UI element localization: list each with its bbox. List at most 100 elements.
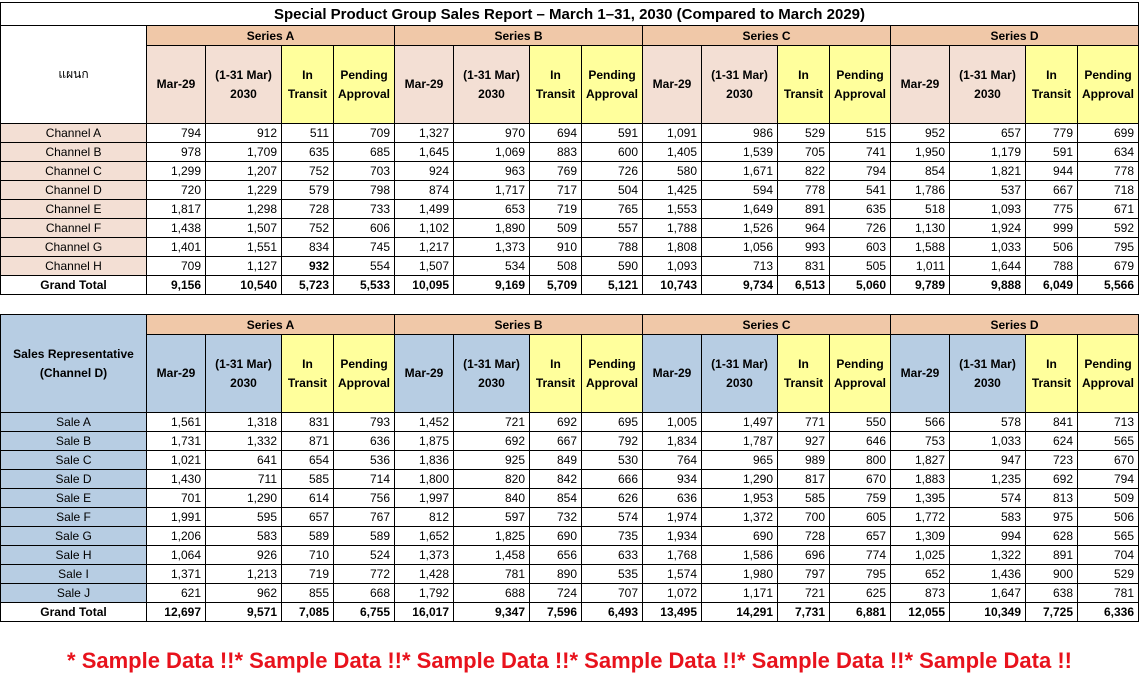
grand-total-cell: 9,169 xyxy=(453,275,530,295)
table-cell: 765 xyxy=(581,199,643,219)
table-cell: 1,574 xyxy=(642,564,702,584)
table-cell: 690 xyxy=(529,526,582,546)
table-cell: 855 xyxy=(281,583,334,603)
table-cell: 1,808 xyxy=(642,237,702,257)
table-cell: 1,056 xyxy=(701,237,778,257)
table-cell: 1,875 xyxy=(394,431,454,451)
table-cell: 589 xyxy=(281,526,334,546)
table-cell: 595 xyxy=(205,507,282,527)
table-cell: 536 xyxy=(333,450,395,470)
table-cell: 1,586 xyxy=(701,545,778,565)
table-cell: 1,539 xyxy=(701,142,778,162)
column-header: (1-31 Mar) 2030 xyxy=(205,334,282,413)
table-cell: 1,551 xyxy=(205,237,282,257)
table-cell: 781 xyxy=(453,564,530,584)
table-cell: 1,290 xyxy=(701,469,778,489)
table-cell: 753 xyxy=(890,431,950,451)
row-label: Sale E xyxy=(0,488,147,508)
table-cell: 636 xyxy=(333,431,395,451)
grand-total-cell: 12,055 xyxy=(890,602,950,622)
table-cell: 1,290 xyxy=(205,488,282,508)
grand-total-cell: 6,881 xyxy=(829,602,891,622)
grand-total-cell: 5,723 xyxy=(281,275,334,295)
table-cell: 1,373 xyxy=(453,237,530,257)
row-label: Sale J xyxy=(0,583,147,603)
table-cell: 1,401 xyxy=(146,237,206,257)
channel-sales-table: Special Product Group Sales Report – Mar… xyxy=(0,2,1139,295)
table-cell: 699 xyxy=(1077,123,1139,143)
table-cell: 717 xyxy=(529,180,582,200)
table-cell: 557 xyxy=(581,218,643,238)
series-header: Series C xyxy=(642,25,891,46)
table-cell: 509 xyxy=(1077,488,1139,508)
table-cell: 654 xyxy=(281,450,334,470)
table-cell: 1,299 xyxy=(146,161,206,181)
department-header: แผนก xyxy=(0,25,147,124)
table-cell: 970 xyxy=(453,123,530,143)
table-cell: 1,786 xyxy=(890,180,950,200)
table-cell: 597 xyxy=(453,507,530,527)
table-cell: 579 xyxy=(281,180,334,200)
table-cell: 1,499 xyxy=(394,199,454,219)
table-cell: 657 xyxy=(281,507,334,527)
table-cell: 709 xyxy=(146,256,206,276)
grand-total-row: Grand Total 12,697 9,571 7,085 6,755 16,017 9,… xyxy=(0,602,1139,622)
table-cell: 701 xyxy=(146,488,206,508)
table-cell: 590 xyxy=(581,256,643,276)
grand-total-cell: 9,734 xyxy=(701,275,778,295)
table-cell: 1,093 xyxy=(949,199,1026,219)
column-header: In Transit xyxy=(529,45,582,124)
table-cell: 713 xyxy=(701,256,778,276)
table-cell: 694 xyxy=(529,123,582,143)
column-header: Mar-29 xyxy=(890,45,950,124)
table-cell: 726 xyxy=(581,161,643,181)
row-label: Sale H xyxy=(0,545,147,565)
column-header: Pending Approval xyxy=(581,45,643,124)
table-cell: 1,953 xyxy=(701,488,778,508)
table-cell: 529 xyxy=(1077,564,1139,584)
table-cell: 1,768 xyxy=(642,545,702,565)
row-label: Sale C xyxy=(0,450,147,470)
grand-total-cell: 5,060 xyxy=(829,275,891,295)
grand-total-cell: 7,085 xyxy=(281,602,334,622)
table-cell: 925 xyxy=(453,450,530,470)
table-cell: 685 xyxy=(333,142,395,162)
table-cell: 1,772 xyxy=(890,507,950,527)
table-cell: 1,318 xyxy=(205,412,282,432)
row-label: Sale F xyxy=(0,507,147,527)
table-cell: 900 xyxy=(1025,564,1078,584)
series-header: Series D xyxy=(890,314,1139,335)
row-label: Channel G xyxy=(0,237,147,257)
table-cell: 692 xyxy=(1025,469,1078,489)
table-cell: 927 xyxy=(777,431,830,451)
table-cell: 975 xyxy=(1025,507,1078,527)
column-header: Mar-29 xyxy=(146,45,206,124)
table-cell: 1,717 xyxy=(453,180,530,200)
table-cell: 1,405 xyxy=(642,142,702,162)
table-cell: 635 xyxy=(281,142,334,162)
table-cell: 574 xyxy=(949,488,1026,508)
table-cell: 1,425 xyxy=(642,180,702,200)
table-cell: 1,217 xyxy=(394,237,454,257)
table-cell: 774 xyxy=(829,545,891,565)
table-cell: 646 xyxy=(829,431,891,451)
table-cell: 1,130 xyxy=(890,218,950,238)
row-label: Sale D xyxy=(0,469,147,489)
column-header: (1-31 Mar) 2030 xyxy=(205,45,282,124)
table-cell: 1,436 xyxy=(949,564,1026,584)
table-cell: 1,395 xyxy=(890,488,950,508)
table-row: Sale G 1,206 583 589 589 1,652 1,825 690 735 1,93… xyxy=(0,526,1139,546)
table-cell: 589 xyxy=(333,526,395,546)
table-cell: 1,991 xyxy=(146,507,206,527)
table-cell: 1,787 xyxy=(701,431,778,451)
table-cell: 891 xyxy=(1025,545,1078,565)
table-cell: 1,825 xyxy=(453,526,530,546)
table-cell: 667 xyxy=(529,431,582,451)
table-cell: 1,817 xyxy=(146,199,206,219)
table-cell: 508 xyxy=(529,256,582,276)
table-cell: 1,033 xyxy=(949,431,1026,451)
table-cell: 1,800 xyxy=(394,469,454,489)
column-header: Pending Approval xyxy=(333,334,395,413)
table-cell: 993 xyxy=(777,237,830,257)
column-header: Pending Approval xyxy=(581,334,643,413)
